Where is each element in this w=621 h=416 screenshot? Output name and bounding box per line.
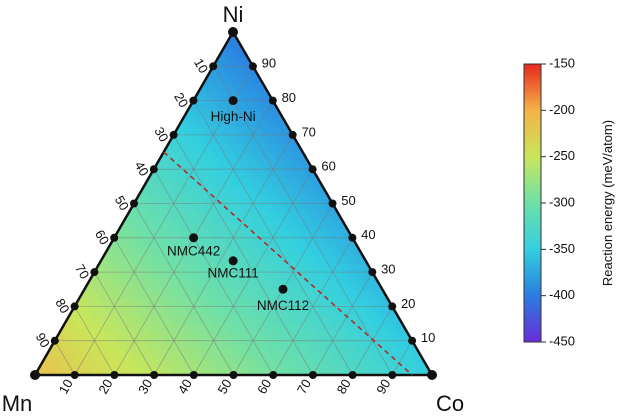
tick-dot-left: [149, 165, 158, 174]
tick-dot-bottom: [348, 371, 357, 379]
corner-dot: [427, 370, 437, 380]
grid-line-co: [153, 134, 294, 376]
grid-line-mn: [54, 340, 76, 376]
colorbar-tick-label: -300: [549, 194, 575, 209]
point-label-high-ni: High-Ni: [211, 109, 256, 124]
colorbar-tick-label: -350: [549, 241, 575, 256]
tick-dot-left: [50, 336, 59, 345]
tick-label-bottom: 80: [334, 376, 354, 396]
tick-label-bottom: 40: [175, 376, 195, 396]
tick-dot-right: [328, 199, 337, 208]
tick-label-bottom: 50: [214, 376, 234, 396]
corner-dot: [30, 370, 40, 380]
tick-label-bottom: 90: [373, 376, 393, 396]
point-nmc112: [278, 284, 288, 294]
tick-label-left: 30: [151, 124, 171, 144]
point-nmc442: [189, 233, 199, 243]
colorbar-tick-label: -150: [549, 55, 575, 70]
composition-points: High-Ni NMC442 NMC111 NMC112: [167, 96, 309, 313]
tick-label-right: 50: [341, 193, 355, 208]
tick-dot-right: [368, 268, 377, 277]
corner-label-mn: Mn: [2, 391, 33, 416]
corner-label-ni: Ni: [223, 2, 244, 27]
tick-dot-right: [348, 233, 357, 242]
colorbar-tick-label: -200: [549, 102, 575, 117]
grid-line-mn: [94, 271, 155, 376]
tick-label-bottom: 60: [254, 376, 274, 396]
tick-label-right: 80: [282, 90, 296, 105]
tick-label-left: 40: [132, 159, 152, 179]
tick-label-right: 10: [421, 330, 435, 345]
colorbar-tick-label: -450: [549, 333, 575, 348]
point-high-ni: [228, 96, 238, 106]
colorbar: -150 -200 -250 -300 -350 -400 -450 Reaction en…: [523, 55, 615, 348]
tick-label-right: 30: [381, 262, 395, 277]
tick-dot-right: [388, 302, 397, 311]
tick-dot-bottom: [110, 371, 119, 379]
tick-dot-bottom: [388, 371, 397, 379]
tick-dot-left: [189, 96, 198, 105]
tick-dot-bottom: [150, 371, 159, 379]
tick-dot-left: [70, 302, 79, 311]
tick-label-right: 90: [262, 56, 276, 71]
tick-dot-bottom: [189, 371, 198, 379]
tick-label-right: 40: [361, 227, 375, 242]
tick-dot-right: [308, 165, 317, 174]
point-label-nmc442: NMC442: [167, 243, 220, 258]
tick-dot-bottom: [308, 371, 317, 379]
tick-label-right: 60: [321, 159, 335, 174]
tick-dot-right: [268, 96, 277, 105]
grid-line-mn: [212, 66, 393, 376]
grid-line-mn: [74, 306, 115, 376]
tick-dot-bottom: [269, 371, 278, 379]
tick-label-left: 50: [112, 193, 132, 213]
tick-label-left: 10: [191, 56, 211, 76]
tick-label-right: 70: [301, 124, 315, 139]
grid-line-mn: [133, 203, 234, 376]
corner-label-co: Co: [436, 391, 464, 416]
ternary-grid: [54, 65, 413, 376]
tick-label-left: 90: [33, 330, 53, 350]
colorbar-ticks: -150 -200 -250 -300 -350 -400 -450: [541, 55, 575, 348]
tick-dot-left: [90, 268, 99, 277]
tick-dot-left: [110, 233, 119, 242]
grid-line-mn: [113, 237, 195, 376]
tick-dot-left: [169, 130, 178, 139]
tick-label-bottom: 70: [294, 376, 314, 396]
colorbar-title: Reaction energy (meV/atom): [600, 120, 615, 286]
colorbar-tick-label: -400: [549, 287, 575, 302]
grid-line-mn: [173, 134, 314, 376]
tick-label-left: 20: [171, 90, 191, 110]
tick-dot-left: [130, 199, 138, 208]
colorbar-gradient: [523, 63, 542, 343]
tick-dot-bottom: [229, 371, 238, 379]
tick-label-left: 70: [72, 262, 92, 282]
point-label-nmc112: NMC112: [257, 298, 309, 313]
dashed-boundary-line: [163, 151, 413, 376]
tick-label-bottom: 20: [95, 376, 115, 396]
grid-line-co: [272, 237, 353, 376]
tick-dot-right: [248, 62, 257, 71]
corner-dot: [228, 27, 238, 37]
grid-line-co: [391, 340, 413, 376]
colorbar-tick-label: -250: [549, 148, 575, 163]
grid-line-co: [74, 66, 254, 376]
grid-line-co: [312, 271, 373, 376]
tick-dot-right: [408, 336, 417, 345]
tick-label-bottom: 30: [135, 376, 155, 396]
point-nmc111: [228, 256, 238, 266]
point-label-nmc111: NMC111: [208, 265, 259, 280]
tick-label-left: 80: [52, 296, 72, 316]
tick-dot-right: [288, 130, 297, 139]
tick-label-right: 20: [401, 296, 415, 311]
tick-dot-bottom: [70, 371, 79, 379]
tick-label-left: 60: [92, 227, 112, 247]
tick-label-bottom: 10: [56, 376, 76, 396]
grid-line-co: [352, 306, 393, 376]
tick-dot-left: [209, 62, 218, 71]
